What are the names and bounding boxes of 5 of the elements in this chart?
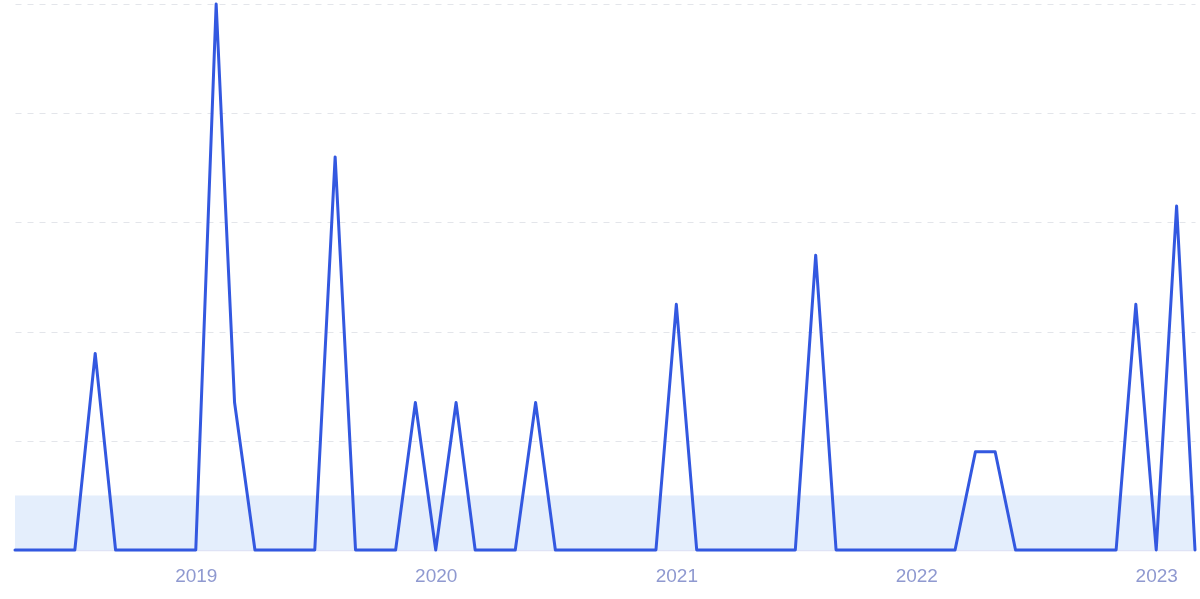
x-tick-label: 2022 xyxy=(895,564,938,586)
x-tick-label: 2020 xyxy=(415,564,458,586)
x-tick-label: 2021 xyxy=(655,564,698,586)
x-tick-label: 2023 xyxy=(1135,564,1178,586)
x-tick-label: 2019 xyxy=(175,564,218,586)
